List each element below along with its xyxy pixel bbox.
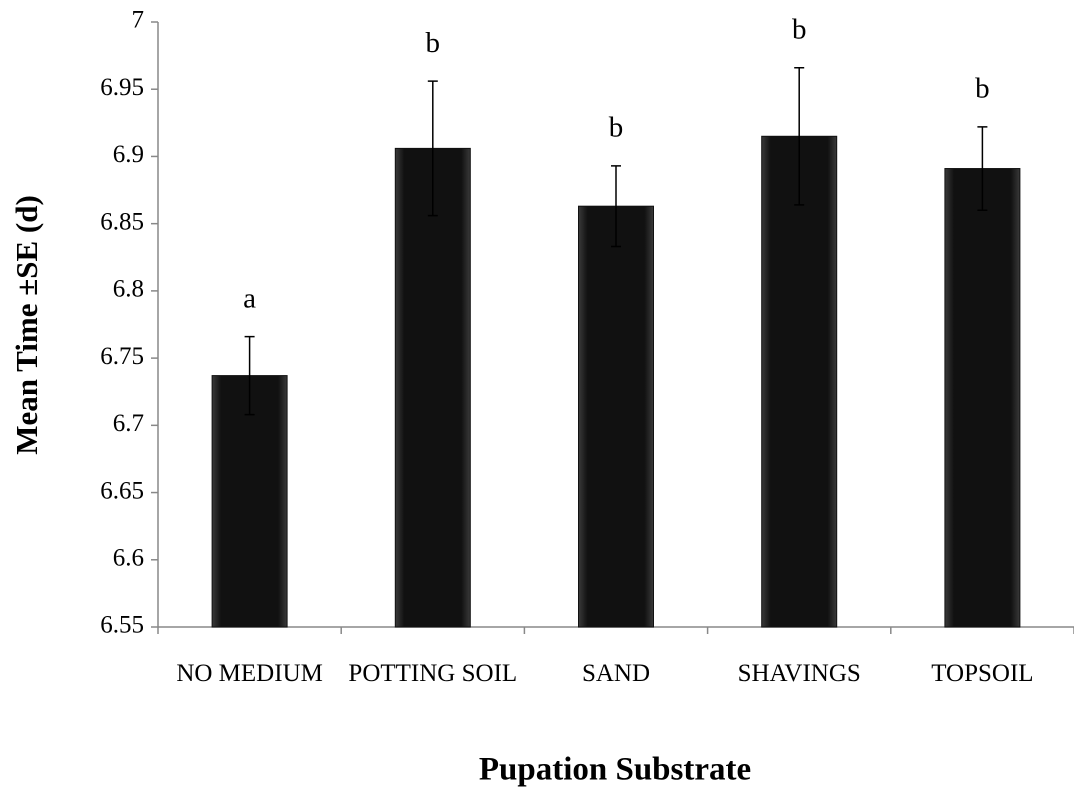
- bar: [578, 205, 654, 628]
- y-tick-label: 6.55: [100, 612, 144, 639]
- y-tick-label: 6.95: [100, 74, 144, 101]
- x-tick-label: TOPSOIL: [931, 660, 1034, 687]
- y-tick-label: 6.85: [100, 208, 144, 235]
- y-tick-label: 6.9: [113, 141, 144, 168]
- significance-letter: b: [792, 13, 807, 45]
- y-tick-label: 6.75: [100, 343, 144, 370]
- bar: [394, 147, 471, 628]
- x-tick-label: NO MEDIUM: [176, 660, 323, 687]
- significance-letter: a: [243, 282, 256, 314]
- error-bar: [977, 126, 988, 211]
- bar: [944, 168, 1021, 628]
- y-tick-label: 6.6: [113, 545, 144, 572]
- y-tick-label: 7: [132, 7, 145, 34]
- y-tick-label: 6.65: [100, 477, 144, 504]
- significance-letter: b: [609, 112, 624, 144]
- y-tick-label: 6.8: [113, 276, 144, 303]
- significance-letter: b: [426, 27, 441, 59]
- bar: [211, 375, 288, 628]
- x-tick-label: SHAVINGS: [737, 660, 861, 687]
- x-tick-label: SAND: [581, 660, 651, 687]
- significance-letter: b: [975, 73, 990, 105]
- bar: [761, 135, 838, 628]
- y-tick-label: 6.7: [113, 410, 144, 437]
- error-bar: [427, 80, 438, 217]
- error-bar: [611, 165, 621, 248]
- x-axis-title: Pupation Substrate: [479, 752, 751, 788]
- error-bar: [244, 335, 255, 416]
- error-bar: [794, 66, 805, 206]
- y-axis-title: Mean Time ±SE (d): [9, 195, 44, 455]
- x-tick-label: POTTING SOIL: [348, 660, 518, 687]
